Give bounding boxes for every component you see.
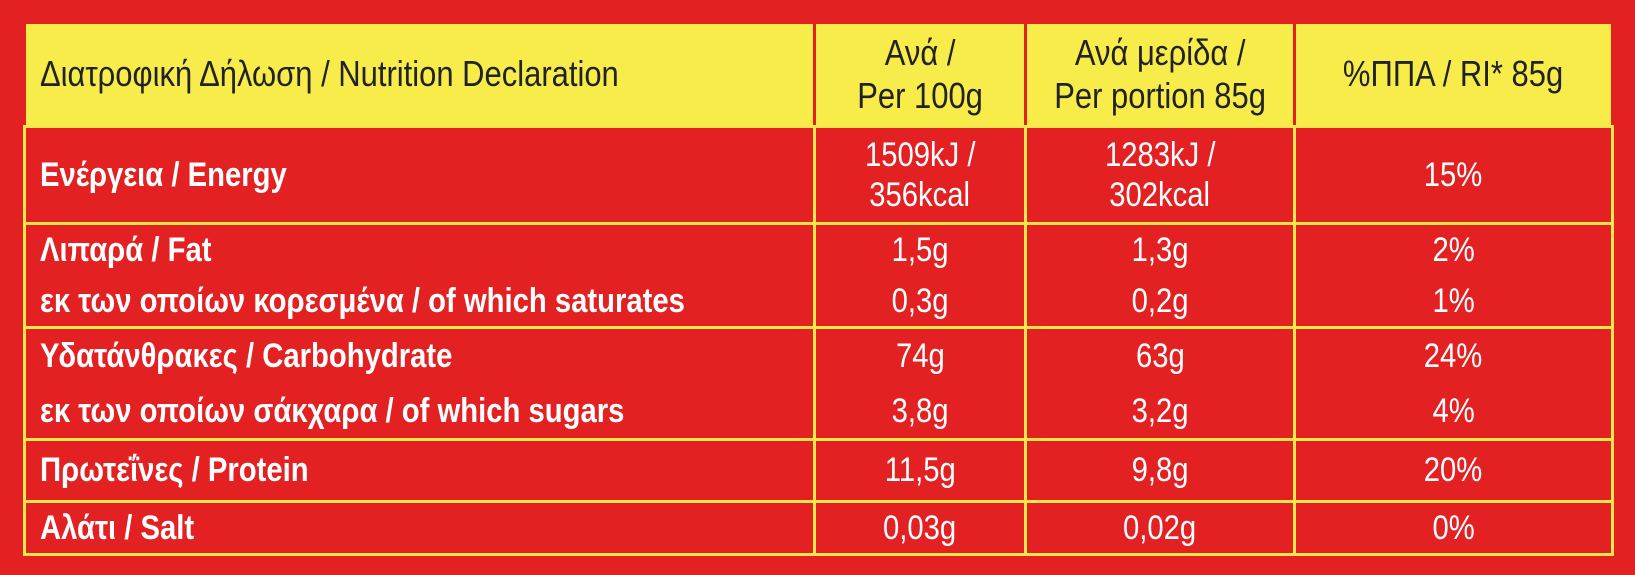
value-cell: 9,8g (1024, 438, 1296, 503)
cell-text: 0% (1432, 508, 1475, 547)
cell-text: Αλάτι / Salt (40, 508, 195, 547)
cell-text: εκ των οποίων κορεσμένα / of which satur… (40, 281, 685, 320)
cell-text: Per portion 85g (1054, 74, 1266, 116)
cell-text: %ΠΠΑ / RI* 85g (1343, 53, 1564, 95)
value-cell: 1509kJ /356kcal (813, 125, 1027, 225)
cell-text: 0,03g (883, 508, 957, 547)
cell-text: 1283kJ / (1104, 135, 1216, 174)
cell-text: Per 100g (857, 74, 983, 116)
cell-text: 1,3g (1131, 231, 1189, 270)
row-label: Πρωτεΐνες / Protein (23, 438, 816, 503)
value-cell: 0% (1293, 500, 1614, 556)
header-cell: %ΠΠΑ / RI* 85g (1293, 21, 1614, 128)
cell-text: 11,5g (884, 451, 956, 490)
value-cell: 0,02g (1024, 500, 1296, 556)
cell-text: 0,02g (1123, 508, 1197, 547)
cell-text: 1509kJ / (864, 135, 976, 174)
cell-text: 302kcal (1109, 176, 1211, 214)
cell-text: 24% (1424, 337, 1483, 376)
value-cell: 24% 4% (1293, 326, 1614, 441)
cell-text: Λιπαρά / Fat (40, 231, 212, 270)
cell-text: 74g (895, 337, 945, 376)
value-cell: 1,3g 0,2g (1024, 222, 1296, 329)
cell-text: 15% (1424, 155, 1483, 194)
cell-text: εκ των οποίων σάκχαρα / of which sugars (40, 391, 625, 430)
header-cell: Ανά / Per 100g (813, 21, 1027, 128)
cell-text: Πρωτεΐνες / Protein (40, 451, 309, 490)
value-cell: 1,5g 0,3g (813, 222, 1027, 329)
value-cell: 0,03g (813, 500, 1027, 556)
value-cell: 63g 3,2g (1024, 326, 1296, 441)
cell-text: 63g (1135, 337, 1185, 376)
cell-text: 3,2g (1131, 391, 1189, 430)
cell-text: 1% (1432, 281, 1475, 320)
cell-text: 0,2g (1131, 281, 1189, 320)
row-label: Λιπαρά / Fat εκ των οποίων κορεσμένα / of… (23, 222, 816, 329)
value-cell: 1283kJ /302kcal (1024, 125, 1296, 225)
cell-text: 20% (1424, 451, 1483, 490)
cell-text: 1,5g (891, 231, 949, 270)
cell-text: 3,8g (891, 391, 949, 430)
value-cell: 74g 3,8g (813, 326, 1027, 441)
cell-text: Ανά μερίδα / (1074, 32, 1246, 74)
cell-text: Διατροφική Δήλωση / Nutrition Declaratio… (40, 53, 619, 95)
cell-text: Υδατάνθρακες / Carbohydrate (40, 337, 453, 376)
row-label: Αλάτι / Salt (23, 500, 816, 556)
value-cell: 20% (1293, 438, 1614, 503)
header-cell: Διατροφική Δήλωση / Nutrition Declaratio… (23, 21, 816, 128)
cell-text: 356kcal (869, 176, 971, 214)
cell-text: 9,8g (1131, 451, 1189, 490)
cell-text: Ενέργεια / Energy (40, 155, 287, 194)
cell-text: Ανά / (884, 32, 956, 74)
value-cell: 15% (1293, 125, 1614, 225)
value-cell: 2% 1% (1293, 222, 1614, 329)
cell-text: 0,3g (891, 281, 949, 320)
cell-text: 2% (1432, 231, 1475, 270)
value-cell: 11,5g (813, 438, 1027, 503)
row-label: Υδατάνθρακες / Carbohydrate εκ των οποίων… (23, 326, 816, 441)
cell-text: 4% (1432, 391, 1475, 430)
row-label: Ενέργεια / Energy (23, 125, 816, 225)
header-cell: Ανά μερίδα / Per portion 85g (1024, 21, 1296, 128)
